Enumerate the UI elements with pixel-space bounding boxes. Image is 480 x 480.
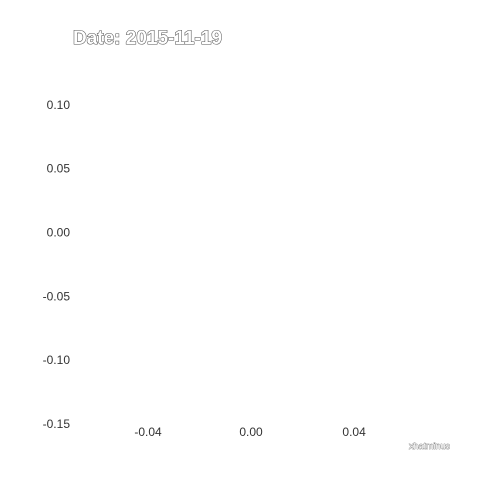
x-axis-label: xhatminus	[409, 441, 451, 451]
y-axis: 0.10 0.05 0.00 -0.05 -0.10 -0.15	[43, 98, 71, 431]
chart-title: Date: 2015-11-19	[73, 28, 222, 49]
y-tick-label: -0.15	[43, 417, 71, 431]
y-tick-label: -0.05	[43, 289, 71, 303]
y-tick-label: 0.00	[47, 225, 71, 239]
x-tick-label: 0.04	[342, 425, 366, 439]
y-tick-label: 0.10	[47, 98, 71, 112]
x-tick-label: 0.00	[239, 425, 263, 439]
y-tick-label: -0.10	[43, 353, 71, 367]
x-tick-label: -0.04	[134, 425, 162, 439]
y-tick-label: 0.05	[47, 162, 71, 176]
x-axis: -0.04 0.00 0.04	[134, 425, 366, 439]
